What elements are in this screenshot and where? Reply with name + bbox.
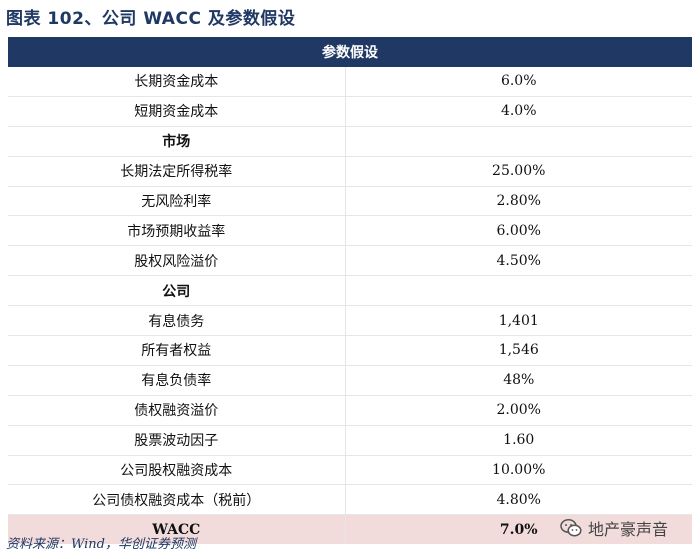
table-row: 短期资金成本 4.0% [8,96,692,127]
wacc-table: 参数假设 长期资金成本 6.0% 短期资金成本 4.0% 市场 长期法定所得税率 25.00… [8,37,692,545]
table-row: 市场预期收益率 6.00% [8,215,692,247]
row-value [345,126,692,157]
section-row: 市场 [8,126,692,157]
row-value: 7.0% [345,514,692,545]
row-value: 2.00% [345,395,692,426]
row-label: 市场 [8,126,346,157]
table-header-row: 参数假设 [8,37,692,67]
row-value: 25.00% [345,156,692,187]
row-label: WACC [8,514,346,545]
row-value: 4.50% [345,245,692,277]
row-label: 市场预期收益率 [8,215,346,247]
watermark: 地产豪声音 [560,516,668,540]
row-label: 长期法定所得税率 [8,156,346,187]
row-value: 6.0% [345,67,692,97]
table-header: 参数假设 [8,37,692,67]
row-label: 有息负债率 [8,365,346,396]
row-value: 2.80% [345,186,692,217]
row-value: 4.80% [345,484,692,516]
row-label: 公司 [8,275,346,307]
row-label: 债权融资溢价 [8,395,346,426]
table-row: 长期资金成本 6.0% [8,67,692,97]
total-row: WACC 7.0% [8,514,692,545]
table-row: 股票波动因子 1.60 [8,425,692,456]
row-value: 1,546 [345,335,692,366]
row-value: 1,401 [345,305,692,337]
wechat-icon [560,519,582,537]
section-row: 公司 [8,275,692,307]
row-label: 短期资金成本 [8,96,346,127]
table-row: 长期法定所得税率 25.00% [8,156,692,187]
page-title: 图表 102、公司 WACC 及参数假设 [6,9,296,29]
row-value: 4.0% [345,96,692,127]
row-label: 股票波动因子 [8,425,346,456]
table-row: 股权风险溢价 4.50% [8,245,692,277]
table-row: 有息负债率 48% [8,365,692,396]
table-row: 公司债权融资成本（税前） 4.80% [8,484,692,516]
watermark-text: 地产豪声音 [588,520,669,539]
row-value [345,275,692,307]
row-label: 所有者权益 [8,335,346,366]
table-row: 公司股权融资成本 10.00% [8,455,692,486]
row-value: 1.60 [345,425,692,456]
table-row: 无风险利率 2.80% [8,186,692,217]
row-value: 48% [345,365,692,396]
table-row: 所有者权益 1,546 [8,335,692,366]
table-row: 有息债务 1,401 [8,305,692,337]
row-label: 长期资金成本 [8,67,346,97]
row-label: 无风险利率 [8,186,346,217]
row-value: 10.00% [345,455,692,486]
row-label: 公司股权融资成本 [8,455,346,486]
row-label: 公司债权融资成本（税前） [8,484,346,516]
row-label: 有息债务 [8,305,346,337]
row-label: 股权风险溢价 [8,245,346,277]
table-row: 债权融资溢价 2.00% [8,395,692,426]
row-value: 6.00% [345,215,692,247]
source-note: 资料来源：Wind，华创证券预测 [6,537,196,552]
